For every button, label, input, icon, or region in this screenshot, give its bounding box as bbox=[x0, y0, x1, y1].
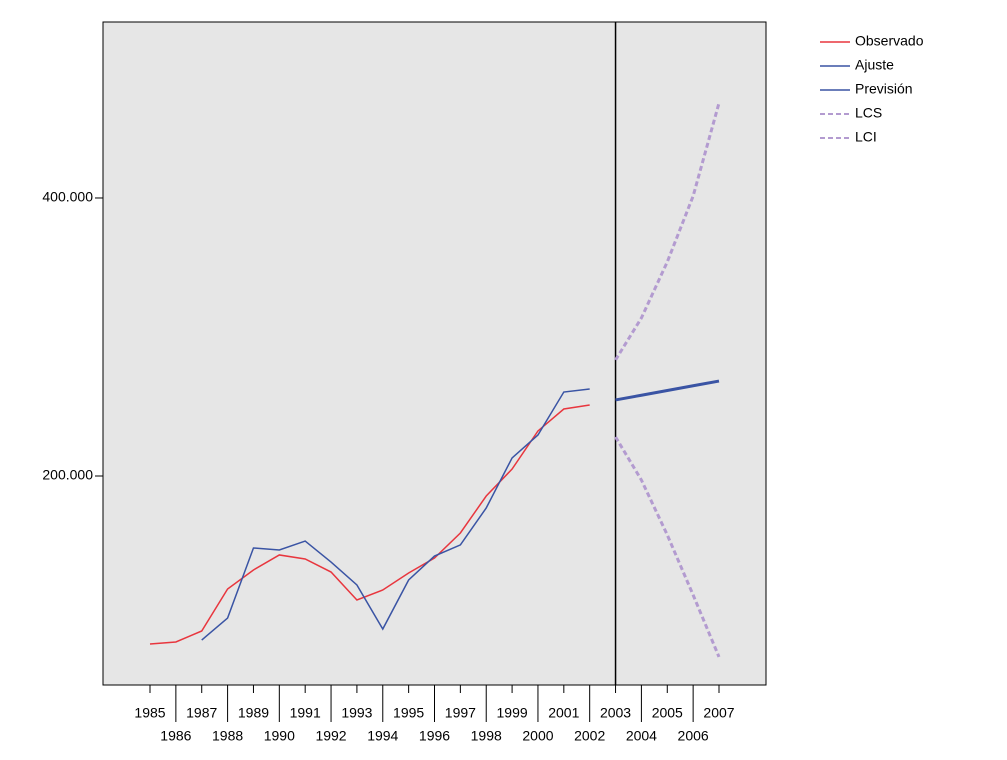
series-line bbox=[201, 388, 590, 641]
x-tick-label: 2002 bbox=[574, 728, 605, 744]
series-line bbox=[614, 102, 721, 361]
x-tick-label: 1997 bbox=[445, 705, 476, 721]
x-tick-label: 1988 bbox=[212, 728, 243, 744]
y-tick-label: 400.000 bbox=[42, 189, 93, 205]
x-tick-label: 2003 bbox=[600, 705, 631, 721]
x-tick-label: 1990 bbox=[264, 728, 295, 744]
x-tick-label: 1987 bbox=[186, 705, 217, 721]
series-line bbox=[614, 436, 721, 658]
x-tick-label: 2006 bbox=[678, 728, 709, 744]
x-tick-label: 1991 bbox=[290, 705, 321, 721]
series-line bbox=[615, 379, 720, 402]
x-tick-label: 1998 bbox=[471, 728, 502, 744]
x-tick-label: 1993 bbox=[341, 705, 372, 721]
x-tick-label: 1996 bbox=[419, 728, 450, 744]
legend-label: Observado bbox=[855, 33, 924, 49]
x-tick-label: 1992 bbox=[315, 728, 346, 744]
x-tick-label: 2004 bbox=[626, 728, 657, 744]
legend-label: LCI bbox=[855, 129, 877, 145]
x-tick-label: 1985 bbox=[134, 705, 165, 721]
series-line bbox=[149, 404, 590, 645]
x-tick-label: 2007 bbox=[703, 705, 734, 721]
x-tick-label: 1986 bbox=[160, 728, 191, 744]
legend-label: Previsión bbox=[855, 81, 913, 97]
x-tick-label: 2005 bbox=[652, 705, 683, 721]
plot-area bbox=[102, 21, 767, 686]
x-tick-label: 1994 bbox=[367, 728, 398, 744]
x-tick-label: 1995 bbox=[393, 705, 424, 721]
legend-label: Ajuste bbox=[855, 57, 894, 73]
y-tick-label: 200.000 bbox=[42, 467, 93, 483]
legend-label: LCS bbox=[855, 105, 882, 121]
x-tick-label: 2000 bbox=[522, 728, 553, 744]
x-tick-label: 2001 bbox=[548, 705, 579, 721]
x-tick-label: 1999 bbox=[497, 705, 528, 721]
x-tick-label: 1989 bbox=[238, 705, 269, 721]
